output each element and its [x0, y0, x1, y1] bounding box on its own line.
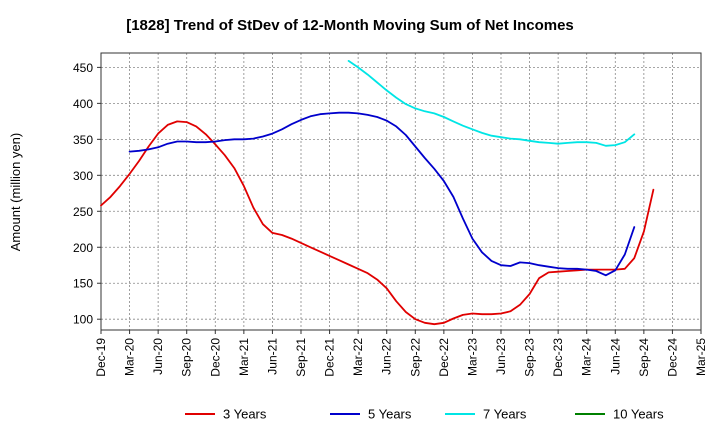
y-ticks: 100 150 200 250 300 350 400 450: [73, 61, 101, 327]
x-tick-label: Dec-21: [323, 338, 337, 377]
x-tick-label: Jun-20: [151, 338, 165, 375]
legend: 3 Years 5 Years 7 Years 10 Years: [185, 407, 664, 422]
y-tick-label: 250: [73, 205, 93, 219]
x-tick-label: Sep-24: [637, 338, 651, 377]
x-tick-label: Jun-22: [380, 338, 394, 375]
x-tick-label: Mar-21: [237, 338, 251, 376]
x-tick-label: Sep-20: [180, 338, 194, 377]
legend-label: 10 Years: [613, 407, 664, 422]
x-tick-label: Jun-23: [494, 338, 508, 375]
series-layer: [100, 60, 655, 326]
x-tick-label: Mar-22: [351, 338, 365, 376]
x-tick-label: Jun-21: [265, 338, 279, 375]
legend-label: 5 Years: [368, 407, 412, 422]
x-tick-label: Dec-24: [665, 338, 679, 377]
y-tick-label: 200: [73, 241, 93, 255]
y-tick-label: 300: [73, 169, 93, 183]
x-tick-label: Jun-24: [608, 338, 622, 375]
plot-frame: [100, 52, 702, 331]
legend-label: 3 Years: [223, 407, 267, 422]
y-tick-label: 350: [73, 133, 93, 147]
chart-title: [1828] Trend of StDev of 12-Month Moving…: [126, 17, 574, 34]
x-tick-label: Mar-23: [465, 338, 479, 376]
y-tick-label: 450: [73, 61, 93, 75]
x-tick-label: Dec-19: [94, 338, 108, 377]
x-ticks: Dec-19 Mar-20 Jun-20 Sep-20 Dec-20 Mar-21 Jun-…: [94, 330, 708, 377]
x-tick-label: Mar-24: [580, 338, 594, 376]
legend-label: 7 Years: [483, 407, 527, 422]
grid-layer: [100, 53, 702, 330]
x-tick-label: Mar-20: [123, 338, 137, 376]
series-line-3-years: [100, 120, 655, 326]
series-line-7-years: [347, 60, 636, 147]
x-tick-label: Dec-23: [551, 338, 565, 377]
x-tick-label: Dec-22: [437, 338, 451, 377]
y-tick-label: 150: [73, 277, 93, 291]
y-tick-label: 100: [73, 313, 93, 327]
x-tick-label: Sep-23: [523, 338, 537, 377]
y-axis-label: Amount (million yen): [8, 133, 23, 252]
x-tick-label: Sep-22: [408, 338, 422, 377]
x-tick-label: Mar-25: [694, 338, 708, 376]
x-tick-label: Dec-20: [208, 338, 222, 377]
x-tick-label: Sep-21: [294, 338, 308, 377]
series-line-5-years: [128, 111, 636, 277]
y-tick-label: 400: [73, 97, 93, 111]
